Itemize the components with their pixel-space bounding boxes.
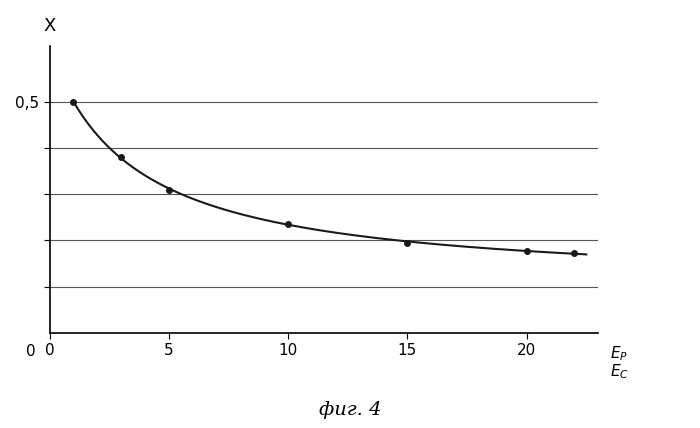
Text: X: X (43, 17, 56, 35)
Text: 0: 0 (26, 345, 35, 360)
Text: $E_C$: $E_C$ (610, 363, 629, 381)
Text: $E_P$: $E_P$ (610, 344, 628, 363)
Text: фиг. 4: фиг. 4 (318, 401, 382, 419)
